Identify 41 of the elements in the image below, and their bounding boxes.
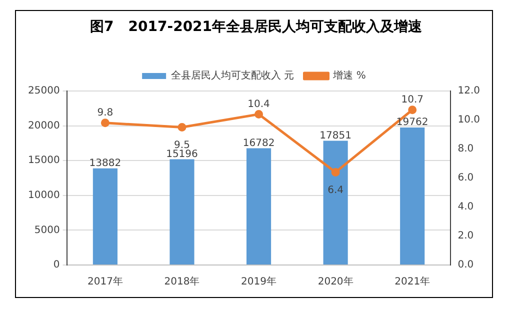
- y2-tick-label: 10.0: [458, 114, 480, 126]
- bar: [246, 148, 272, 264]
- y2-tick-label: 8.0: [458, 144, 474, 155]
- y-tick-label: 10000: [28, 190, 60, 201]
- data-label: 17851: [320, 130, 352, 142]
- legend-label: 增速 %: [332, 70, 366, 82]
- y2-tick-label: 0.0: [458, 260, 474, 271]
- y2-tick-label: 6.0: [458, 172, 474, 184]
- x-tick-label: 2020年: [318, 276, 354, 288]
- point: [178, 123, 186, 132]
- data-label: 13882: [89, 158, 122, 169]
- y2-tick-label: 4.0: [458, 202, 474, 213]
- y-tick-label: 20000: [28, 120, 60, 132]
- point: [254, 110, 264, 118]
- bar: [323, 140, 348, 264]
- data-label: 10.7: [401, 94, 424, 106]
- y-tick-label: 0: [53, 260, 60, 271]
- bar: [170, 159, 194, 264]
- data-label: 16782: [242, 138, 275, 149]
- data-label: 9.8: [97, 107, 114, 118]
- x-tick-label: 2017年: [87, 276, 123, 288]
- data-label: 9.5: [174, 140, 190, 151]
- y2-tick-label: 12.0: [458, 86, 480, 97]
- x-tick-label: 2018年: [164, 276, 200, 288]
- y2-tick-label: 2.0: [458, 230, 474, 242]
- point: [408, 106, 417, 114]
- y-tick-label: 5000: [34, 224, 60, 236]
- data-label: 15196: [166, 148, 198, 160]
- data-label: 19762: [396, 117, 428, 128]
- data-label: 10.4: [248, 98, 270, 110]
- point: [100, 118, 110, 128]
- y-tick-label: 25000: [28, 86, 60, 97]
- bar: [400, 127, 425, 264]
- point: [331, 168, 340, 176]
- bar: [92, 168, 118, 264]
- x-tick-label: 2021年: [394, 276, 430, 288]
- y-tick-label: 15000: [28, 155, 60, 166]
- data-label: 6.4: [328, 184, 344, 196]
- x-tick-label: 2019年: [241, 276, 276, 288]
- legend-label: 全县居民人均可支配收入 元: [171, 70, 294, 82]
- chart-title: 图7 2017-2021年全县居民人均可支配收入及增速: [88, 18, 424, 37]
